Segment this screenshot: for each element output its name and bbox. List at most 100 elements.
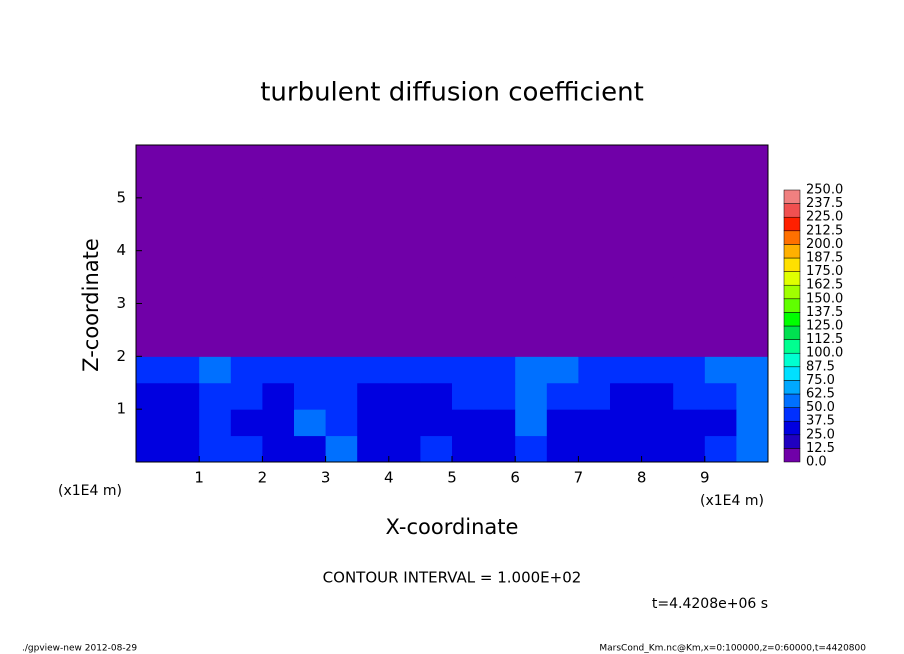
cell: [641, 329, 674, 357]
cell: [483, 329, 516, 357]
cell: [167, 171, 200, 199]
colorbar-label: 162.5: [806, 278, 843, 293]
cell: [420, 171, 453, 199]
cell: [388, 409, 421, 437]
cell: [515, 197, 548, 225]
cell: [578, 356, 611, 384]
cell: [294, 277, 327, 304]
cell: [736, 329, 769, 357]
cell: [483, 197, 516, 225]
colorbar-box: [783, 366, 801, 381]
cell: [546, 171, 579, 199]
x-tick-label: 1: [194, 469, 204, 487]
cell: [673, 224, 706, 252]
cell: [483, 277, 516, 304]
cell: [357, 435, 390, 463]
cell: [546, 356, 579, 384]
cell: [325, 409, 358, 437]
colorbar-box: [783, 352, 801, 368]
colorbar-box: [783, 298, 801, 313]
y-tick-label: 2: [116, 347, 126, 365]
colorbar-label: 175.0: [806, 264, 843, 279]
colorbar-box: [783, 257, 801, 272]
cell: [167, 250, 200, 278]
cell: [294, 329, 327, 357]
cell: [641, 171, 674, 199]
cell: [610, 435, 643, 463]
colorbar-box: [783, 230, 801, 245]
cell: [294, 435, 327, 463]
cell: [294, 303, 327, 331]
cell: [515, 224, 548, 252]
cell: [136, 435, 169, 463]
cell: [610, 382, 643, 410]
cell: [546, 145, 579, 172]
cell: [673, 303, 706, 331]
colorbar-label: 250.0: [806, 183, 843, 198]
colorbar-label: 0.0: [806, 455, 827, 470]
cell: [641, 145, 674, 172]
cell: [420, 145, 453, 172]
cell: [388, 329, 421, 357]
cell: [230, 329, 263, 357]
y-tick-label: 4: [116, 241, 126, 259]
cell: [420, 197, 453, 225]
cell: [420, 250, 453, 278]
cell: [136, 329, 169, 357]
cell: [610, 303, 643, 331]
note: CONTOUR INTERVAL = 1.000E+02: [323, 569, 582, 587]
cell: [673, 382, 706, 410]
cell: [641, 356, 674, 384]
cell: [546, 329, 579, 357]
colorbar-box: [783, 339, 801, 354]
cell: [167, 382, 200, 410]
x-unit: (x1E4 m): [700, 493, 764, 509]
cell: [294, 145, 327, 172]
cell: [483, 303, 516, 331]
cell: [325, 250, 358, 278]
cell: [230, 250, 263, 278]
cell: [230, 356, 263, 384]
cell: [357, 382, 390, 410]
cell: [230, 409, 263, 437]
colorbar-box: [783, 434, 801, 449]
cell: [452, 382, 485, 410]
cell: [673, 356, 706, 384]
cell: [294, 250, 327, 278]
cell: [452, 303, 485, 331]
cell: [388, 250, 421, 278]
cell: [736, 303, 769, 331]
colorbar-box: [783, 380, 801, 395]
colorbar-box: [783, 189, 801, 204]
cell: [736, 435, 769, 463]
cell: [673, 329, 706, 357]
cell: [641, 197, 674, 225]
cell: [578, 382, 611, 410]
cell: [325, 277, 358, 304]
colorbar-label: 137.5: [806, 305, 843, 320]
cell: [136, 356, 169, 384]
cell: [641, 303, 674, 331]
cell: [578, 329, 611, 357]
cell: [704, 145, 737, 172]
colorbar-box: [783, 244, 801, 259]
cell: [673, 197, 706, 225]
cell: [262, 409, 295, 437]
cell: [736, 145, 769, 172]
cell: [483, 171, 516, 199]
cell: [262, 356, 295, 384]
cell: [325, 224, 358, 252]
colorbar-label: 187.5: [806, 251, 843, 266]
cell: [736, 382, 769, 410]
cell: [673, 250, 706, 278]
cell: [199, 409, 232, 437]
cell: [546, 197, 579, 225]
cell: [420, 277, 453, 304]
cell: [610, 356, 643, 384]
colorbar-label: 75.0: [806, 373, 835, 388]
cell: [515, 356, 548, 384]
colorbar-box: [783, 420, 801, 436]
y-axis-label: Z-coordinate: [79, 238, 103, 372]
cell: [325, 145, 358, 172]
cell: [546, 382, 579, 410]
